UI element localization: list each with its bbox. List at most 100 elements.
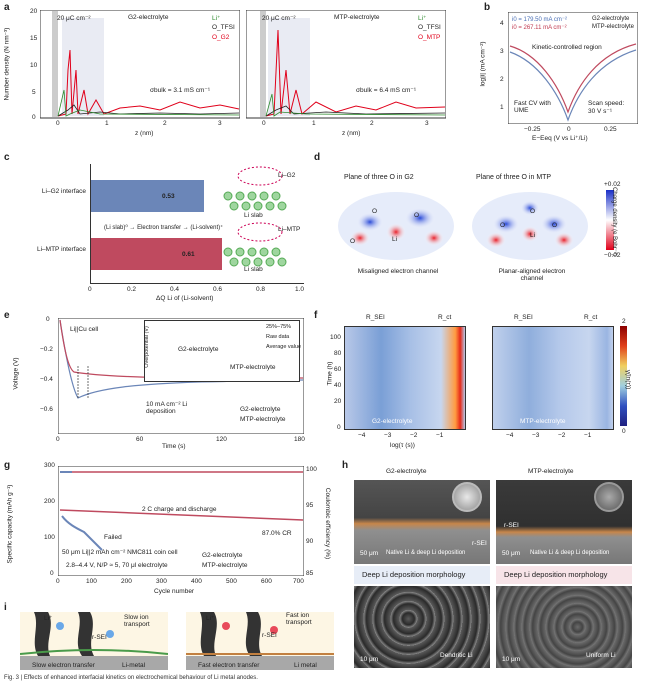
e-inset-ylabel: Overpotential (V) (143, 326, 150, 368)
a-left-xlabel: z (nm) (135, 130, 154, 137)
c-bottom-label: Li–MTP (278, 226, 301, 233)
e-ytick-1: −0.2 (40, 346, 53, 353)
a-left-legend-li: Li⁺ (212, 15, 221, 22)
a-ytick-0: 0 (32, 114, 36, 121)
panel-label-d: d (314, 152, 321, 163)
i-left-sei: r-SEI (92, 634, 107, 641)
b-xtick-m: −0.25 (524, 126, 541, 133)
f-right-r1: R_SEI (514, 314, 533, 321)
e-inset-legend-3: Average value (266, 344, 302, 350)
b-note1: Fast CV with UME (514, 100, 551, 114)
i-right-li: Li⁺ (206, 615, 215, 622)
b-i0-g2: i0 = 179.50 mA cm⁻² (512, 17, 568, 23)
h-right-morph: Deep Li deposition morphology (504, 570, 608, 579)
f-right-xtick-1: −1 (584, 432, 592, 439)
a-right-xtick-2: 2 (370, 120, 374, 127)
g-xtick-6: 600 (261, 578, 272, 585)
e-inset-legend-1: 25%–75% (266, 324, 292, 330)
f-ytick-0: 0 (337, 424, 341, 431)
a-left-solv-line (57, 49, 240, 117)
h-right-sem (496, 586, 632, 668)
g-g2-cap (61, 515, 103, 551)
b-note2: Scan speed: 30 V s⁻¹ (588, 100, 625, 115)
c-xtick-2: 0.4 (170, 286, 180, 293)
d-left-li: Li (392, 236, 398, 243)
figure-caption: Fig. 3 | Effects of enhanced interfacial… (4, 675, 258, 681)
f-ylabel: Time (h) (326, 361, 334, 386)
b-g2-curve (509, 49, 637, 122)
h-left-feature: Dendritic Li (440, 652, 473, 659)
d-right-o1: O (530, 208, 536, 215)
f-left-r2: R_ct (438, 314, 452, 321)
g-cr: 87.0% CR (262, 530, 292, 537)
h-right-feature: Uniform Li (586, 652, 616, 659)
f-colorbar (620, 326, 627, 426)
c-slab-top: Li slab (244, 212, 263, 219)
a-right-xtick-1: 1 (312, 120, 316, 127)
a-right-sigma: σbulk = 6.4 mS cm⁻¹ (356, 87, 417, 94)
d-cbar-max: +0.02 (604, 181, 621, 188)
panel-label-i: i (4, 602, 7, 613)
a-right-title: MTP-electrolyte (334, 14, 380, 21)
f-right-xtick-2: −2 (558, 432, 566, 439)
g-cond: 50 μm Li||2 mAh cm⁻² NMC811 coin cell (62, 549, 178, 556)
i-left-ion: Slow ion transport (124, 614, 150, 628)
g-y2tick-95: 95 (306, 502, 314, 509)
f-xlabel: log(τ (s)) (390, 442, 415, 449)
f-cbar-max: 2 (622, 318, 626, 325)
b-i0-mtp: i0 = 267.11 mA cm⁻² (512, 25, 567, 31)
g-ylabel: Specific capacity (mAh g⁻¹) (6, 484, 14, 564)
g-y2label: Coulombic efficiency (%) (324, 487, 332, 560)
d-left-o3: O (350, 238, 356, 245)
d-title-right: Plane of three O in MTP (476, 174, 552, 181)
g-xtick-0: 0 (56, 578, 60, 585)
e-ytick-3: −0.6 (40, 406, 53, 413)
panel-label-e: e (4, 310, 10, 321)
f-cbar-label: γ(ln(τ)) (624, 369, 632, 390)
h-right-title: MTP-electrolyte (528, 468, 574, 475)
a-left-xtick-0: 0 (56, 120, 60, 127)
e-xtick-1: 60 (136, 436, 144, 443)
f-right-xtick-4: −4 (506, 432, 514, 439)
b-ytick-3: 3 (500, 48, 504, 55)
h-left-arrow (354, 566, 490, 584)
g-xtick-1: 100 (86, 578, 97, 585)
g-legend-mtp: MTP-electrolyte (202, 562, 248, 569)
panel-label-c: c (4, 152, 10, 163)
panel-label-b: b (484, 2, 491, 13)
f-right-r2: R_ct (584, 314, 598, 321)
a-left-sigma: σbulk = 3.1 mS cm⁻¹ (150, 87, 211, 94)
f-left-xtick-4: −4 (358, 432, 366, 439)
panel-label-g: g (4, 460, 11, 471)
i-right-ion: Fast ion transport (286, 612, 312, 626)
g-chart (58, 466, 304, 576)
d-cbar-label: Charge density (e Bohr⁻³) (610, 187, 617, 256)
d-left-o2: O (414, 212, 420, 219)
e-xtick-3: 180 (294, 436, 305, 443)
a-right-tfsi-line (265, 105, 446, 117)
e-legend-g2: G2-electrolyte (240, 406, 281, 413)
a-right-current: 20 μC cm⁻² (262, 15, 296, 22)
g-ytick-200: 200 (44, 498, 55, 505)
f-left-map (344, 326, 466, 430)
i-left-electron: Slow electron transfer (32, 662, 95, 669)
h-left-sei: r-SEI (472, 540, 487, 547)
a-right-chart (246, 10, 446, 119)
h-right-dep: Native Li & deep Li deposition (530, 550, 610, 556)
b-xlabel: E−Eeq (V vs Li⁺/Li) (532, 135, 588, 142)
i-right-metal: Li metal (294, 662, 317, 669)
e-cell: Li||Cu cell (70, 326, 99, 333)
b-legend-mtp: MTP-electrolyte (592, 24, 635, 30)
c-xtick-4: 0.8 (256, 286, 266, 293)
a-ytick-15: 15 (30, 35, 38, 42)
e-xtick-0: 0 (56, 436, 60, 443)
h-left-title: G2-electrolyte (386, 468, 427, 475)
panel-label-a: a (4, 2, 10, 13)
h-left-scale2: 10 μm (360, 656, 379, 663)
g-xlabel: Cycle number (154, 588, 195, 595)
f-right-map (492, 326, 614, 430)
d-colorbar (606, 190, 614, 250)
f-left-r1: R_SEI (366, 314, 385, 321)
a-left-legend-tfsi: O_TFSI (212, 24, 235, 31)
c-xtick-3: 0.6 (213, 286, 223, 293)
